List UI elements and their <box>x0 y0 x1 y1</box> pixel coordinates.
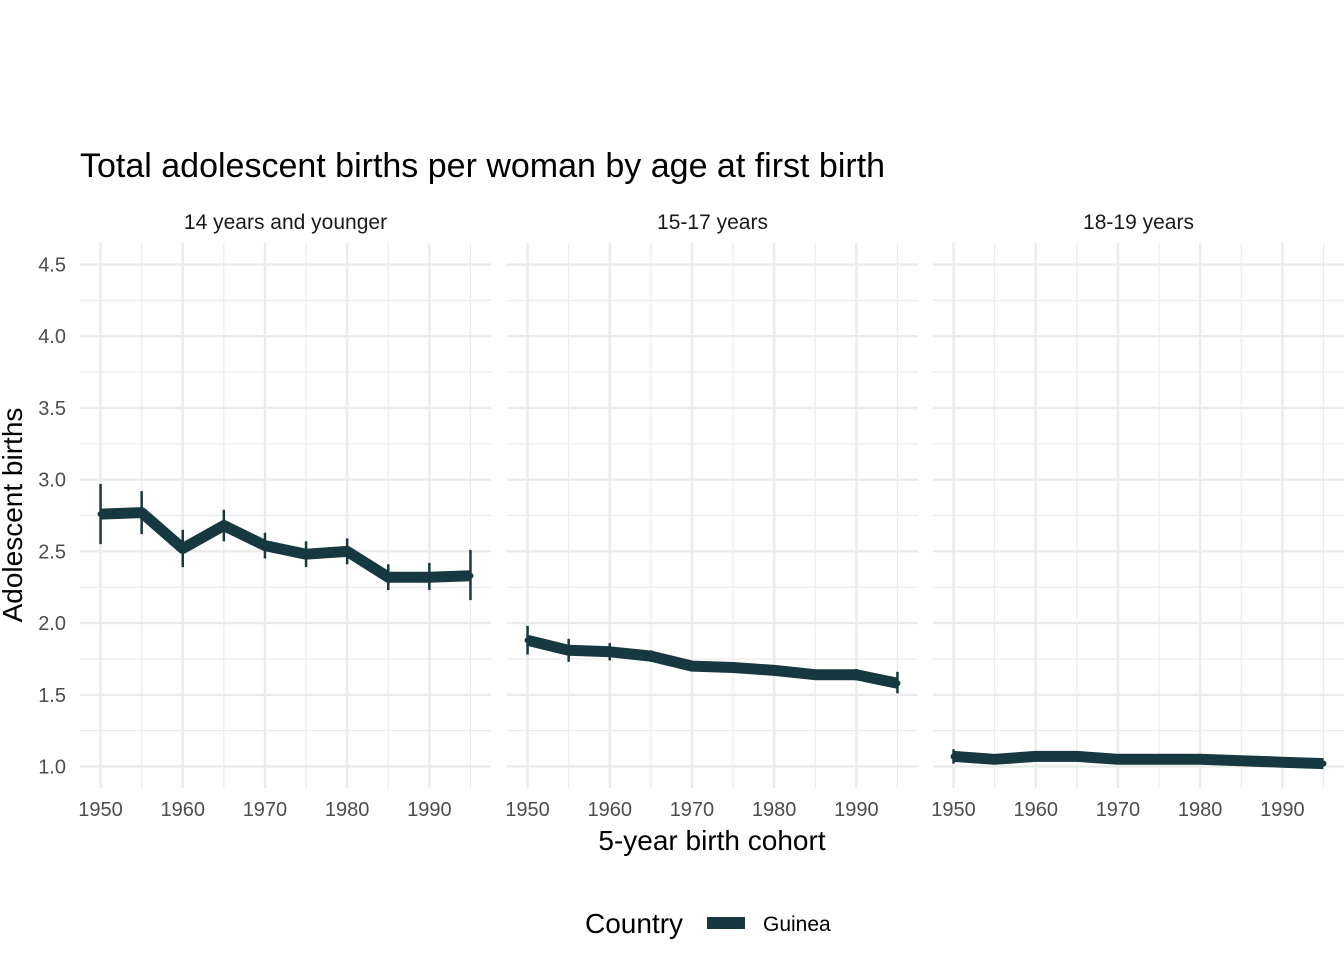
data-point <box>524 637 531 644</box>
x-tick-label: 1990 <box>1260 799 1305 821</box>
x-tick-label: 1950 <box>505 799 550 821</box>
legend-key-guinea <box>707 917 745 929</box>
data-point <box>853 671 860 678</box>
panel-strip-label: 14 years and younger <box>184 211 387 234</box>
data-point <box>894 680 901 687</box>
x-tick-label: 1970 <box>1096 799 1141 821</box>
y-tick-label: 2.5 <box>38 541 66 563</box>
data-point <box>1320 760 1327 767</box>
data-point <box>1279 759 1286 766</box>
x-tick-label: 1960 <box>588 799 633 821</box>
y-tick-label: 3.5 <box>38 398 66 420</box>
data-point <box>1114 756 1121 763</box>
data-point <box>606 648 613 655</box>
legend-title: Country <box>585 908 683 939</box>
legend: Country Guinea <box>585 908 831 939</box>
data-point <box>950 753 957 760</box>
y-tick-label: 2.0 <box>38 613 66 635</box>
data-point <box>1073 753 1080 760</box>
legend-label-guinea: Guinea <box>763 913 831 936</box>
data-point <box>344 548 351 555</box>
panel-strip-label: 15-17 years <box>657 211 768 234</box>
y-tick-label: 1.0 <box>38 756 66 778</box>
x-tick-label: 1980 <box>1178 799 1223 821</box>
data-point <box>426 574 433 581</box>
data-point <box>730 664 737 671</box>
series-line-guinea <box>526 634 899 689</box>
x-tick-label: 1960 <box>161 799 206 821</box>
x-tick-label: 1990 <box>407 799 452 821</box>
data-point <box>688 663 695 670</box>
chart-panels: 1950 1960 1970 1980 1990 14 years and younger… <box>78 211 1344 821</box>
data-point <box>1032 753 1039 760</box>
data-point <box>261 542 268 549</box>
y-axis-title: Adolescent births <box>0 408 28 623</box>
y-tick-label: 4.5 <box>38 255 66 277</box>
series-line-guinea <box>953 750 1324 770</box>
panel-strip-label: 18-19 years <box>1083 211 1194 234</box>
panel-2: 1950 1960 1970 1980 1990 15-17 years <box>505 211 918 821</box>
data-point <box>565 647 572 654</box>
x-tick-label: 1950 <box>931 799 976 821</box>
y-tick-label: 3.0 <box>38 470 66 492</box>
data-point <box>1156 756 1163 763</box>
x-axis-title: 5-year birth cohort <box>598 825 825 856</box>
data-point <box>385 574 392 581</box>
y-axis: 1.0 1.5 2.0 2.5 3.0 3.5 4.0 4.5 <box>38 255 66 779</box>
data-point <box>812 671 819 678</box>
x-tick-label: 1980 <box>325 799 370 821</box>
y-tick-label: 1.5 <box>38 685 66 707</box>
panel-1: 1950 1960 1970 1980 1990 14 years and younger <box>78 211 491 821</box>
y-tick-label: 4.0 <box>38 326 66 348</box>
data-point <box>647 653 654 660</box>
data-point <box>771 667 778 674</box>
data-point <box>991 756 998 763</box>
x-tick-label: 1980 <box>752 799 797 821</box>
data-point <box>1197 756 1204 763</box>
series-line-guinea <box>100 507 471 583</box>
data-point <box>303 551 310 558</box>
x-tick-label: 1970 <box>670 799 715 821</box>
data-point <box>179 545 186 552</box>
x-tick-label: 1960 <box>1014 799 1059 821</box>
panel-3: 1950 1960 1970 1980 1990 18-19 years <box>931 211 1344 821</box>
data-point <box>220 522 227 529</box>
x-tick-label: 1970 <box>243 799 288 821</box>
chart-title: Total adolescent births per woman by age… <box>80 147 885 185</box>
data-point <box>97 511 104 518</box>
x-tick-label: 1950 <box>78 799 123 821</box>
data-point <box>467 572 474 579</box>
data-point <box>138 509 145 516</box>
data-point <box>1238 757 1245 764</box>
x-tick-label: 1990 <box>834 799 879 821</box>
